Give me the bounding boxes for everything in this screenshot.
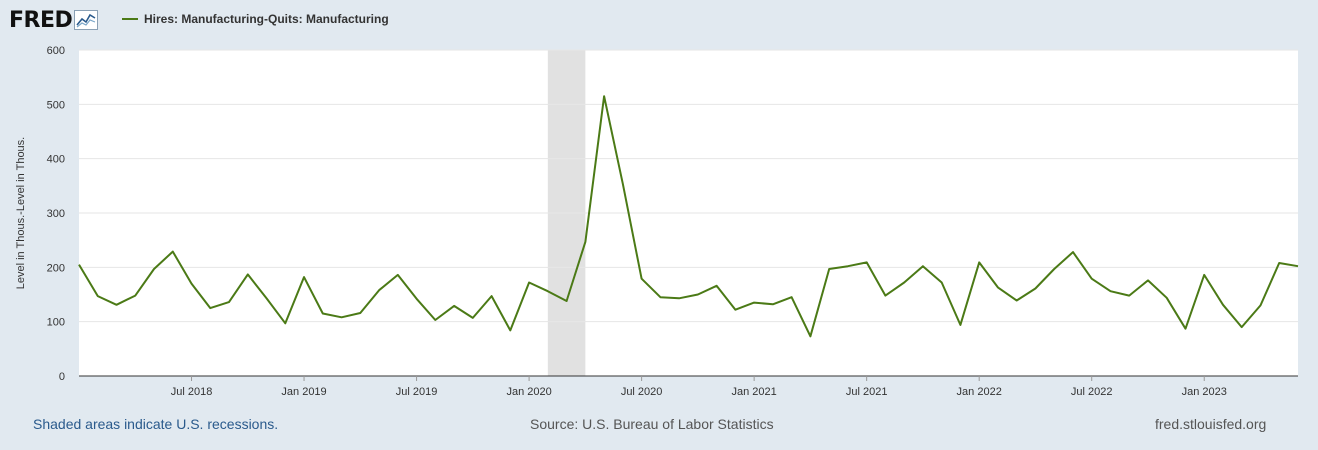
data-point	[415, 297, 419, 301]
data-point	[377, 288, 381, 292]
data-point	[902, 281, 906, 285]
data-point	[265, 296, 269, 300]
series-line	[78, 95, 1299, 338]
x-tick-label: Jul 2021	[846, 386, 888, 398]
data-point	[508, 328, 512, 332]
data-point	[1108, 289, 1112, 293]
data-point	[565, 299, 569, 303]
data-point	[921, 264, 925, 268]
data-point	[546, 289, 550, 293]
data-point	[958, 323, 962, 327]
data-point	[452, 304, 456, 308]
data-point	[583, 240, 587, 244]
data-point	[1221, 303, 1225, 307]
data-point	[996, 285, 1000, 289]
data-point	[865, 260, 869, 264]
y-axis-label: Level in Thous.-Level in Thous.	[15, 137, 27, 289]
data-point	[658, 295, 662, 299]
data-point	[490, 294, 494, 298]
data-point	[771, 302, 775, 306]
data-point	[1165, 296, 1169, 300]
data-point	[133, 294, 137, 298]
data-point	[283, 321, 287, 325]
data-point	[1071, 250, 1075, 254]
data-point	[358, 311, 362, 315]
data-point	[1258, 303, 1262, 307]
data-point	[677, 296, 681, 300]
data-point	[621, 182, 625, 186]
data-point	[1146, 278, 1150, 282]
data-point	[471, 316, 475, 320]
logo-text: FRED	[9, 7, 73, 33]
chart-legend: Hires: Manufacturing-Quits: Manufacturin…	[122, 12, 389, 26]
data-point	[640, 277, 644, 281]
data-point	[808, 334, 812, 338]
data-point	[1277, 261, 1281, 265]
y-tick-label: 100	[47, 317, 65, 329]
line-chart-icon	[74, 10, 99, 30]
data-point	[1127, 294, 1131, 298]
data-point	[940, 281, 944, 285]
data-point	[846, 264, 850, 268]
y-tick-label: 400	[47, 154, 65, 166]
x-tick-label: Jan 2023	[1182, 386, 1227, 398]
data-point	[790, 295, 794, 299]
y-tick-label: 500	[47, 99, 65, 111]
data-point	[246, 272, 250, 276]
x-tick-label: Jan 2021	[732, 386, 777, 398]
data-point	[1240, 325, 1244, 329]
x-tick-label: Jul 2020	[621, 386, 663, 398]
x-tick-label: Jan 2022	[957, 386, 1002, 398]
data-point	[190, 282, 194, 286]
data-point	[1052, 267, 1056, 271]
data-point	[602, 94, 606, 98]
data-point	[883, 294, 887, 298]
data-point	[96, 294, 100, 298]
data-point	[77, 263, 81, 267]
data-point	[715, 284, 719, 288]
fred-logo[interactable]: FRED	[9, 6, 99, 34]
y-tick-label: 600	[47, 45, 65, 57]
data-point	[527, 281, 531, 285]
data-point	[208, 306, 212, 310]
data-point	[433, 318, 437, 322]
data-point	[696, 293, 700, 297]
y-tick-label: 300	[47, 208, 65, 220]
site-link[interactable]: fred.stlouisfed.org	[1155, 416, 1267, 432]
data-point	[1033, 287, 1037, 291]
data-point	[302, 275, 306, 279]
data-point	[396, 273, 400, 277]
y-tick-label: 0	[59, 371, 65, 383]
data-point	[115, 303, 119, 307]
y-tick-label: 200	[47, 262, 65, 274]
data-point	[1202, 273, 1206, 277]
line-chart: 0 100 200 300 400 500 600 Jul 2018 Jan 2019 Jul …	[15, 45, 1300, 398]
data-point	[1090, 277, 1094, 281]
x-tick-label: Jul 2022	[1071, 386, 1113, 398]
data-point	[340, 315, 344, 319]
data-point	[1296, 264, 1300, 268]
data-point	[752, 301, 756, 305]
data-point	[733, 308, 737, 312]
data-point	[227, 300, 231, 304]
data-point	[321, 312, 325, 316]
x-tick-label: Jul 2018	[171, 386, 213, 398]
data-point	[1015, 298, 1019, 302]
source-note: Source: U.S. Bureau of Labor Statistics	[530, 416, 774, 432]
data-point	[827, 267, 831, 271]
data-point	[171, 250, 175, 254]
x-tick-label: Jul 2019	[396, 386, 438, 398]
data-point	[152, 267, 156, 271]
recession-note: Shaded areas indicate U.S. recessions.	[33, 416, 279, 432]
data-point	[977, 260, 981, 264]
legend-swatch	[122, 18, 138, 20]
x-tick-label: Jan 2019	[281, 386, 326, 398]
data-point	[1183, 327, 1187, 331]
x-tick-label: Jan 2020	[506, 386, 551, 398]
legend-label: Hires: Manufacturing-Quits: Manufacturin…	[144, 12, 389, 26]
